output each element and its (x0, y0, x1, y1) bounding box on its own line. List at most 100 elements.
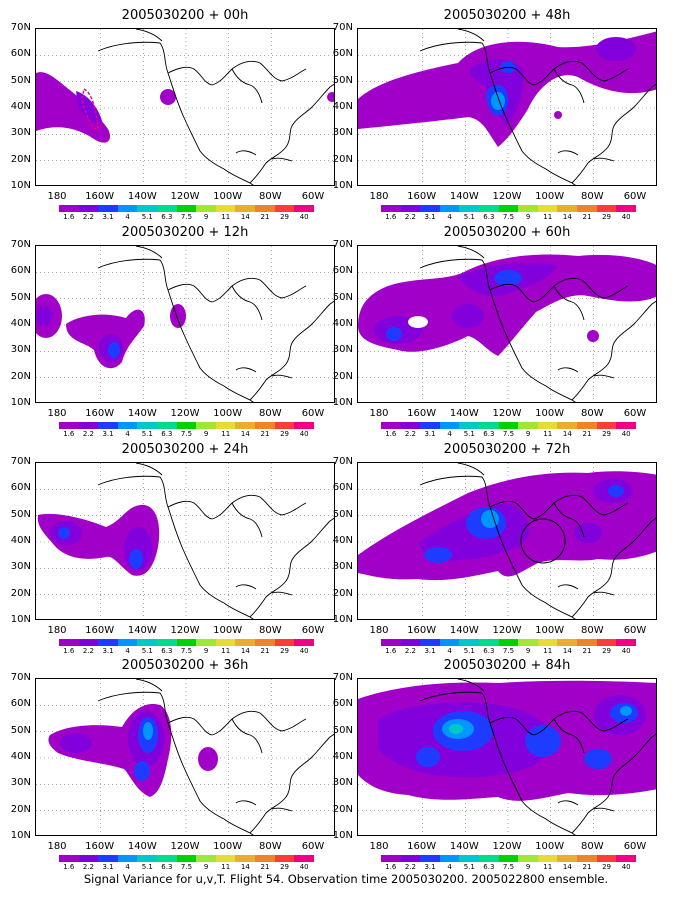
coastline (593, 807, 615, 812)
lat-tick-label: 40N (332, 751, 353, 762)
variance-contours (358, 254, 656, 356)
lat-tick-label: 70N (10, 672, 31, 683)
lat-tick-label: 50N (10, 508, 31, 520)
colorbar-swatch (557, 639, 578, 646)
colorbar-label: 1.6 (385, 863, 397, 871)
colorbar-label: 11 (221, 647, 231, 655)
colorbar-swatch (616, 855, 636, 862)
colorbar-swatch (518, 422, 538, 429)
lat-tick-label: 70N (332, 239, 353, 250)
lon-tick-label: 60W (623, 625, 647, 636)
coastline (97, 691, 254, 835)
lon-tick-label: 80W (581, 408, 604, 419)
colorbar-swatch (459, 639, 480, 646)
colorbar-swatch (577, 855, 597, 862)
lon-tick-label: 80W (581, 841, 604, 852)
colorbar-swatch (400, 422, 421, 429)
colorbar-label: 21 (260, 213, 270, 221)
variance-contours (36, 294, 186, 369)
colorbar-swatch (59, 422, 79, 429)
lon-tick-label: 120W (170, 841, 200, 852)
colorbar-label: 9 (525, 430, 531, 438)
colorbar-swatch (235, 639, 256, 646)
lon-tick-label: 80W (581, 625, 604, 636)
colorbar-label: 1.6 (63, 863, 75, 871)
colorbar-swatch (381, 855, 401, 862)
lon-tick-label: 160W (85, 841, 115, 852)
lon-tick-label: 140W (449, 841, 479, 852)
lon-tick-label: 140W (449, 408, 479, 419)
colorbar-label: 29 (280, 213, 290, 221)
colorbar-label: 4 (125, 213, 130, 221)
lon-tick-label: 160W (85, 408, 115, 419)
lat-tick-label: 30N (332, 777, 353, 789)
lat-tick-label: 40N (10, 318, 31, 329)
lat-tick-label: 70N (332, 456, 353, 467)
coastline (457, 463, 485, 476)
colorbar-swatch (255, 205, 275, 212)
panel-24h: 2005030200 + 24h 70N 60N 50N 40N 30N 20N 10N 18… (11, 442, 335, 656)
colorbar-label: 2.2 (82, 213, 94, 221)
variance-contours (37, 504, 160, 576)
colorbar-label: 14 (240, 430, 250, 438)
lon-tick-label: 80W (581, 191, 604, 202)
lon-tick-label: 120W (492, 191, 522, 202)
colorbar-label: 40 (621, 213, 631, 221)
panel-36h: 2005030200 + 36h 70N 60N 50N 40N 30N 20N 10N 18… (11, 658, 335, 872)
coastline (593, 157, 615, 162)
colorbar-label: 2.2 (404, 647, 416, 655)
lat-tick-label: 70N (10, 239, 31, 250)
colorbar-swatch (255, 855, 275, 862)
panel-title: 2005030200 + 72h (443, 442, 571, 457)
colorbar-label: 5.1 (141, 647, 153, 655)
colorbar-swatch (459, 422, 480, 429)
lon-tick-label: 100W (535, 191, 565, 202)
panel-title: 2005030200 + 12h (121, 225, 249, 240)
map-36h (36, 679, 334, 835)
lon-tick-label: 140W (127, 841, 157, 852)
colorbar-swatch (117, 855, 138, 862)
colorbar (59, 639, 314, 646)
coastline (249, 733, 334, 834)
colorbar-label: 3.1 (424, 430, 436, 438)
colorbar-label: 7.5 (180, 863, 193, 871)
colorbar-label: 2.2 (82, 647, 94, 655)
map-frame (357, 678, 657, 836)
colorbar-swatch (294, 422, 314, 429)
coastline (557, 150, 579, 156)
lon-tick-label: 180 (47, 841, 67, 852)
lon-tick-label: 180 (47, 408, 67, 419)
colorbar-label: 11 (543, 647, 553, 655)
colorbar-swatch (255, 422, 275, 429)
colorbar (381, 205, 636, 212)
colorbar-swatch (557, 422, 578, 429)
colorbar-swatch (137, 205, 158, 212)
colorbar (381, 639, 636, 646)
colorbar-label: 6.3 (483, 213, 495, 221)
colorbar-swatch (420, 205, 440, 212)
colorbar-label: 9 (525, 863, 531, 871)
colorbar-swatch (137, 422, 158, 429)
lon-tick-label: 140W (127, 191, 157, 202)
colorbar-swatch (176, 422, 197, 429)
coastline (249, 83, 334, 184)
colorbar-label: 5.1 (463, 430, 475, 438)
colorbar-label: 11 (543, 863, 553, 871)
lon-tick-label: 100W (535, 841, 565, 852)
colorbar-label: 6.3 (161, 647, 173, 655)
coastline (557, 584, 579, 590)
lat-tick-label: 70N (10, 22, 31, 33)
colorbar-label: 2.2 (82, 430, 94, 438)
colorbar-swatch (157, 855, 177, 862)
variance-contours (48, 703, 218, 797)
lon-tick-label: 80W (259, 625, 282, 636)
map-frame (35, 28, 335, 186)
coastline (271, 807, 293, 812)
panel-title: 2005030200 + 48h (443, 8, 571, 23)
coastline (235, 800, 257, 806)
colorbar-swatch (577, 422, 597, 429)
lon-tick-label: 60W (301, 625, 325, 636)
colorbar-swatch (235, 855, 256, 862)
colorbar-label: 29 (280, 430, 290, 438)
colorbar-label: 7.5 (180, 430, 193, 438)
